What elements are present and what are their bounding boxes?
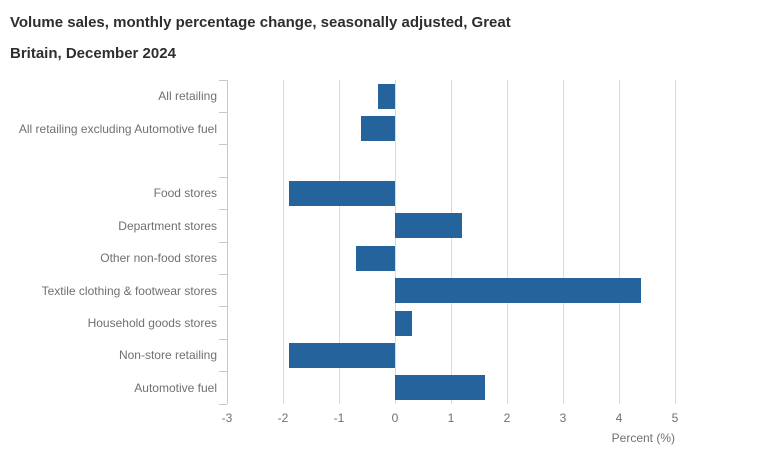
y-axis-tick [219,144,227,146]
bar-other-non-food-stores [355,245,395,271]
category-label-non-store-retailing: Non-store retailing [118,348,217,363]
x-tick-label-0: 0 [391,411,399,425]
chart-title-line-2: Britain, December 2024 [10,45,176,62]
category-label-automotive-fuel: Automotive fuel [134,380,217,395]
y-axis-tick [219,241,227,243]
y-axis-tick [219,338,227,340]
x-gridline--1 [338,80,340,404]
x-tick-label--1: -1 [333,411,345,425]
bar-automotive-fuel [395,375,485,401]
category-label-all-retailing-excluding-automotive-fuel: All retailing excluding Automotive fuel [18,121,217,136]
x-tick-label-4: 4 [615,411,623,425]
y-axis-tick [219,79,227,81]
x-axis-title: Percent (%) [611,431,675,445]
chart-title-line-1: Volume sales, monthly percentage change,… [10,14,511,31]
category-label-textile-clothing-footwear-stores: Textile clothing & footwear stores [41,283,217,298]
bar-food-stores [288,180,395,206]
bar-textile-clothing-footwear-stores [395,278,642,304]
y-axis-tick [219,371,227,373]
x-tick-label-3: 3 [559,411,567,425]
category-label-household-goods-stores: Household goods stores [87,316,217,330]
bar-all-retailing-excluding-automotive-fuel [361,116,395,142]
bar-all-retailing [378,83,395,109]
category-label-all-retailing: All retailing [158,89,217,104]
bar-household-goods-stores [395,310,412,336]
bar-non-store-retailing [288,342,395,368]
x-tick-label-5: 5 [671,411,679,425]
y-axis-tick [219,111,227,113]
x-gridline-5 [674,80,676,404]
y-axis-tick [219,306,227,308]
category-label-other-non-food-stores: Other non-food stores [100,251,217,266]
y-axis-tick [219,176,227,178]
x-gridline-1 [450,80,452,404]
x-tick-label-1: 1 [447,411,455,425]
y-axis-tick [219,403,227,405]
x-tick-label--3: -3 [221,411,233,425]
x-gridline-3 [562,80,564,404]
x-gridline--2 [282,80,284,404]
x-gridline-4 [618,80,620,404]
x-gridline-0 [394,80,396,404]
category-label-department-stores: Department stores [118,218,217,233]
chart-title: Volume sales, monthly percentage change,… [10,7,511,69]
y-axis-tick [219,273,227,275]
y-axis-line [226,80,228,404]
x-gridline-2 [506,80,508,404]
x-tick-label-2: 2 [503,411,511,425]
category-label-food-stores: Food stores [153,186,217,201]
x-tick-label--2: -2 [277,411,289,425]
bar-department-stores [395,213,463,239]
y-axis-tick [219,209,227,211]
